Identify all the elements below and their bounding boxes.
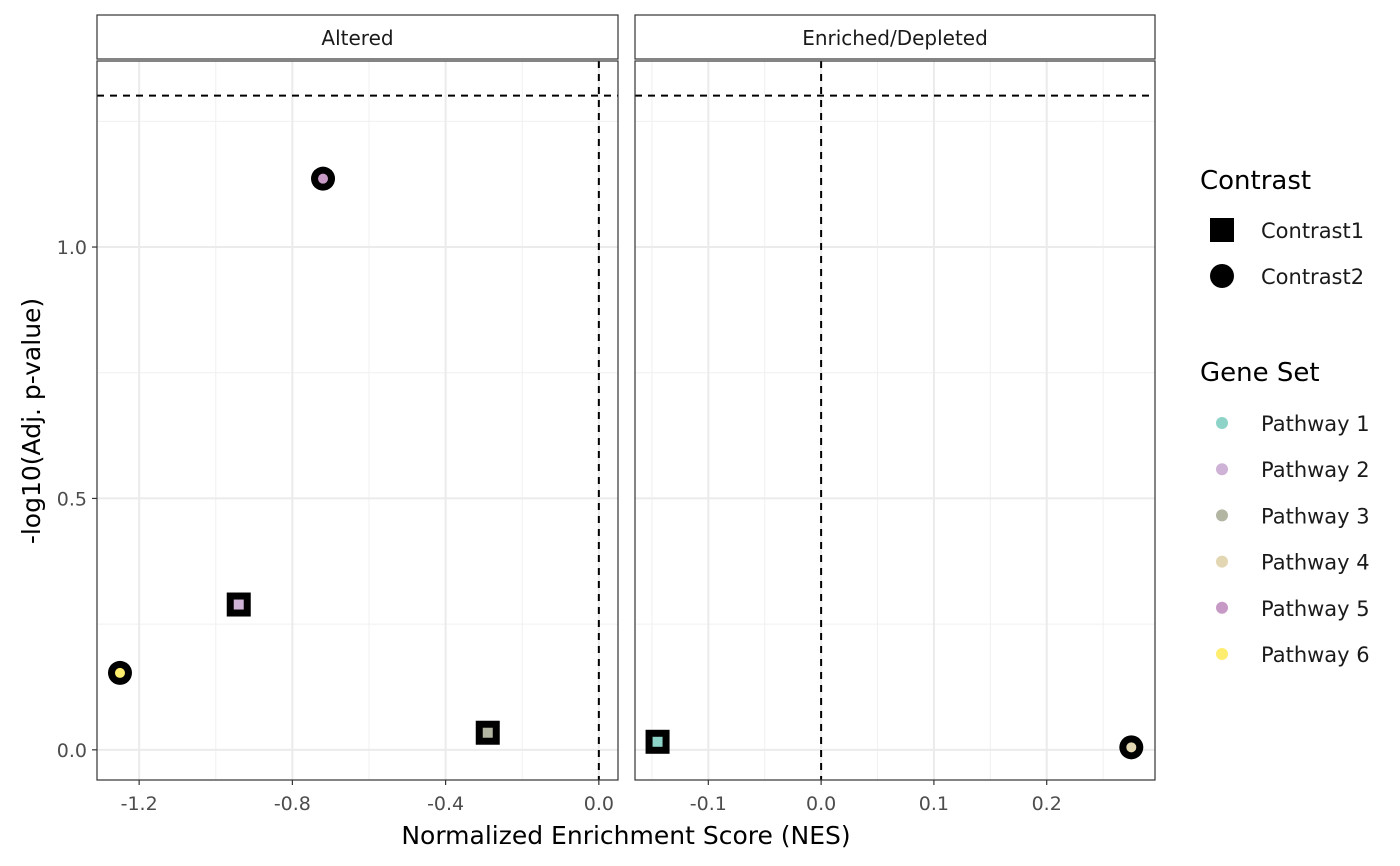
panel-background	[97, 61, 618, 780]
y-tick-label: 0.0	[57, 740, 87, 762]
legend-label-contrast: Contrast1	[1261, 219, 1364, 243]
x-tick-label: -0.4	[427, 793, 464, 815]
point-square-fill	[652, 736, 663, 747]
x-tick-label: -0.8	[274, 793, 311, 815]
legend-label-geneset: Pathway 5	[1261, 597, 1370, 621]
x-tick-label: 0.1	[919, 793, 949, 815]
data-point	[107, 660, 132, 685]
legend-key-color	[1216, 555, 1228, 568]
x-tick-label: 0.0	[806, 793, 836, 815]
x-tick-label: 0.2	[1032, 793, 1062, 815]
facet-strip	[96, 14, 619, 60]
legend-key-color	[1216, 601, 1228, 614]
data-point	[475, 720, 500, 745]
y-axis-title: -log10(Adj. p-value)	[17, 298, 46, 544]
point-square-fill	[233, 599, 244, 610]
legend-label-geneset: Pathway 4	[1261, 551, 1370, 575]
point-circle-fill	[1126, 742, 1137, 753]
facet-strip	[634, 14, 1156, 60]
data-point	[645, 729, 670, 754]
data-point	[1119, 735, 1144, 760]
legend-key-square	[1210, 218, 1234, 242]
legend-key-circle	[1210, 264, 1234, 288]
facet-strip-label: Enriched/Depleted	[802, 26, 988, 50]
facet-panel: Altered -1.2 -0.8 -0.4 0.0	[96, 14, 619, 815]
panel-border	[634, 60, 1156, 781]
legend-key-color	[1216, 509, 1228, 522]
point-circle-fill	[114, 667, 125, 678]
legend-key-color	[1216, 648, 1228, 660]
legend-label-geneset: Pathway 6	[1261, 643, 1370, 667]
facet-strip-label: Altered	[321, 26, 393, 50]
legend-label-contrast: Contrast2	[1261, 265, 1364, 289]
panel-border	[96, 60, 619, 781]
legend-label-geneset: Pathway 1	[1261, 412, 1370, 436]
legend-label-geneset: Pathway 2	[1261, 458, 1370, 482]
y-tick-label: 0.5	[57, 488, 87, 510]
legend-key-color	[1216, 463, 1228, 476]
point-square-fill	[482, 727, 493, 738]
data-point	[226, 592, 251, 617]
x-tick-label: -1.2	[121, 793, 158, 815]
legend-contrast-title: Contrast	[1200, 166, 1311, 196]
data-point	[311, 166, 336, 191]
y-tick-label: 1.0	[57, 237, 87, 259]
panel-background	[635, 61, 1155, 780]
x-tick-label: -0.1	[690, 793, 727, 815]
facet-panel: Enriched/Depleted -0.1 0.0 0.1 0.2	[634, 14, 1156, 815]
legend-label-geneset: Pathway 3	[1261, 504, 1370, 528]
x-tick-label: 0.0	[584, 793, 614, 815]
legend: Contrast Gene Set Contrast1 Contrast2 Path…	[1200, 166, 1370, 667]
legend-key-color	[1216, 417, 1228, 429]
point-circle-fill	[318, 173, 329, 184]
x-axis-title: Normalized Enrichment Score (NES)	[401, 821, 850, 850]
legend-geneset-title: Gene Set	[1200, 358, 1320, 388]
